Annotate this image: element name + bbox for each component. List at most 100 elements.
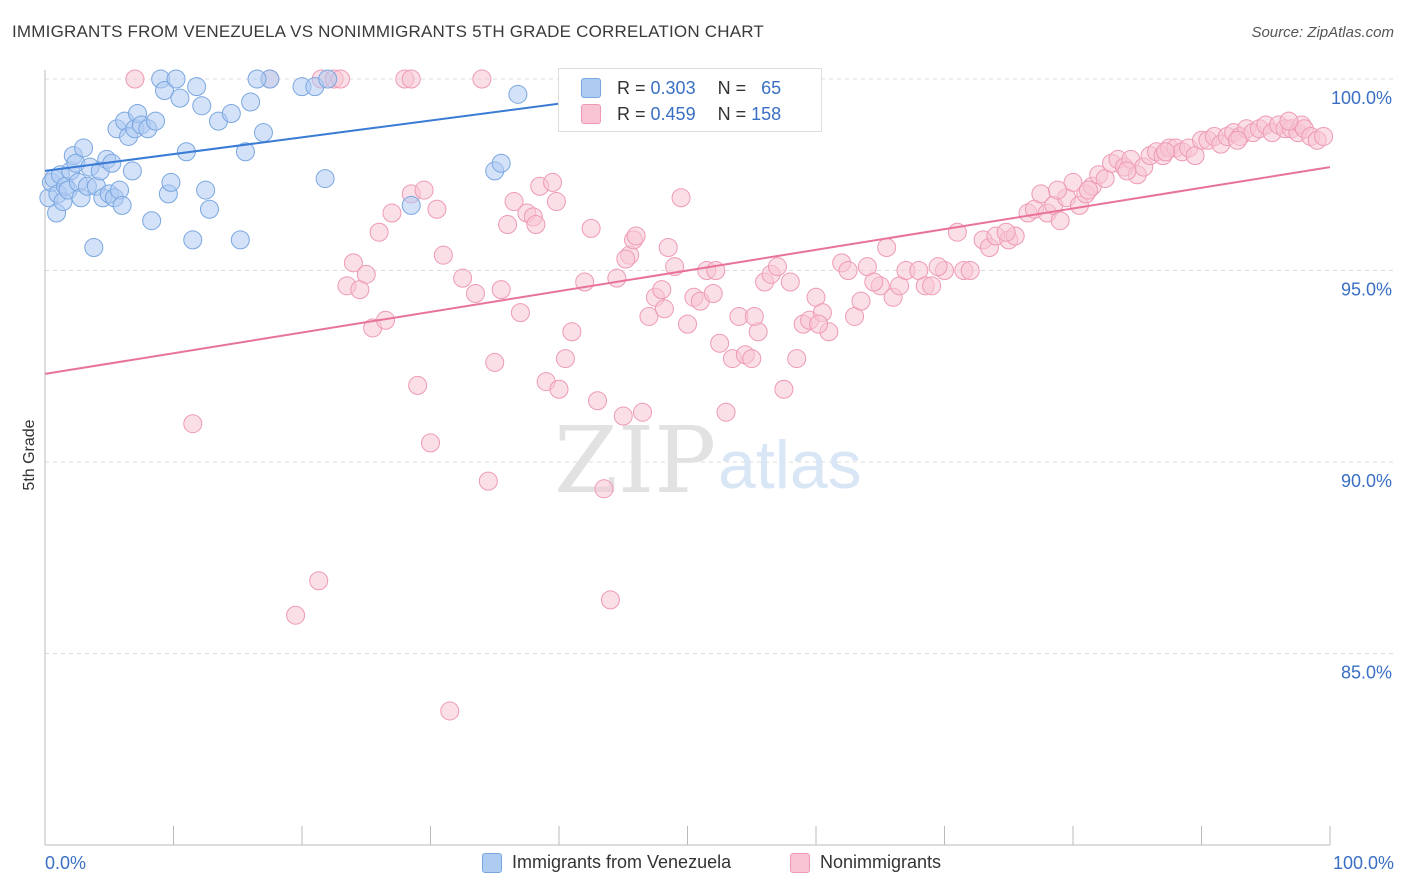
point-venezuela xyxy=(241,92,261,112)
point-nonimmigrants xyxy=(510,303,530,323)
trend-line-nonimmigrants xyxy=(44,166,1331,375)
point-nonimmigrants xyxy=(626,226,646,246)
chart-title: IMMIGRANTS FROM VENEZUELA VS NONIMMIGRAN… xyxy=(12,22,764,41)
point-nonimmigrants xyxy=(703,283,723,303)
legend-label-venezuela: Immigrants from Venezuela xyxy=(512,852,732,872)
point-nonimmigrants xyxy=(710,333,730,353)
point-nonimmigrants xyxy=(478,471,498,491)
correlation-stats-box: R = 0.303 N = 65 R = 0.459 N = 158 xyxy=(558,68,822,132)
x-tick-label-min: 0.0% xyxy=(45,853,86,873)
stats-swatch-venezuela xyxy=(581,78,601,98)
watermark-atlas: atlas xyxy=(718,427,862,503)
point-nonimmigrants xyxy=(996,222,1016,242)
point-nonimmigrants xyxy=(600,590,620,610)
point-venezuela xyxy=(192,96,212,116)
point-venezuela xyxy=(230,230,250,250)
point-nonimmigrants xyxy=(309,571,329,591)
stats-row-nonimmigrants: R = 0.459 N = 158 xyxy=(581,103,781,125)
gridlines xyxy=(45,78,1395,654)
point-venezuela xyxy=(318,69,338,89)
point-nonimmigrants xyxy=(369,222,389,242)
point-nonimmigrants xyxy=(633,402,653,422)
point-nonimmigrants xyxy=(549,379,569,399)
point-nonimmigrants xyxy=(960,261,980,280)
stats-r-value-venezuela: 0.303 xyxy=(650,77,696,98)
point-venezuela xyxy=(112,195,132,215)
point-venezuela xyxy=(247,69,267,89)
y-axis-label: 5th Grade xyxy=(21,419,38,491)
point-nonimmigrants xyxy=(1050,211,1070,231)
point-nonimmigrants xyxy=(1227,130,1247,150)
point-nonimmigrants xyxy=(851,291,871,311)
point-nonimmigrants xyxy=(716,402,736,422)
point-nonimmigrants xyxy=(616,249,636,269)
stats-n-label: N = xyxy=(717,77,747,98)
watermark-zip: ZIP xyxy=(554,407,716,514)
stats-r-label: R = xyxy=(617,77,646,98)
point-nonimmigrants xyxy=(864,272,884,292)
watermark: ZIP atlas xyxy=(554,407,862,514)
point-nonimmigrants xyxy=(787,349,807,369)
point-nonimmigrants xyxy=(401,69,421,89)
point-nonimmigrants xyxy=(485,352,505,372)
point-nonimmigrants xyxy=(526,215,546,235)
legend-item-venezuela[interactable]: Immigrants from Venezuela xyxy=(482,852,731,873)
point-venezuela xyxy=(84,238,104,258)
point-nonimmigrants xyxy=(588,391,608,411)
point-nonimmigrants xyxy=(652,280,672,300)
legend-swatch-nonimmigrants xyxy=(790,852,810,873)
point-nonimmigrants xyxy=(465,283,485,303)
point-nonimmigrants xyxy=(408,375,428,395)
point-venezuela xyxy=(142,211,162,231)
y-tick-label: 90.0% xyxy=(1341,471,1392,491)
y-tick-label: 85.0% xyxy=(1341,663,1392,683)
point-venezuela xyxy=(235,142,255,162)
point-nonimmigrants xyxy=(774,379,794,399)
point-nonimmigrants xyxy=(440,701,460,721)
point-venezuela xyxy=(146,111,166,131)
point-nonimmigrants xyxy=(1156,142,1176,162)
point-nonimmigrants xyxy=(1117,161,1137,181)
point-venezuela xyxy=(166,69,186,89)
point-venezuela xyxy=(508,84,528,104)
point-nonimmigrants xyxy=(183,414,203,434)
point-nonimmigrants xyxy=(382,203,402,223)
point-nonimmigrants xyxy=(433,245,453,265)
point-nonimmigrants xyxy=(1078,180,1098,200)
legend-label-nonimmigrants: Nonimmigrants xyxy=(820,852,942,872)
stats-row-venezuela: R = 0.303 N = 65 xyxy=(581,77,781,99)
tick-labels: 85.0% 90.0% 95.0% 100.0% 0.0% 100.0% xyxy=(45,88,1394,873)
point-nonimmigrants xyxy=(555,349,575,369)
point-nonimmigrants xyxy=(504,192,524,212)
point-venezuela xyxy=(183,230,203,250)
data-points xyxy=(39,69,1334,721)
point-venezuela xyxy=(401,195,421,215)
point-nonimmigrants xyxy=(877,238,897,258)
point-nonimmigrants xyxy=(922,276,942,296)
point-nonimmigrants xyxy=(453,268,473,288)
point-nonimmigrants xyxy=(742,349,762,369)
x-tick-label-max: 100.0% xyxy=(1333,853,1394,873)
point-nonimmigrants xyxy=(343,253,363,273)
point-nonimmigrants xyxy=(1063,172,1083,192)
legend-item-nonimmigrants[interactable]: Nonimmigrants xyxy=(790,852,941,873)
trend-line-venezuela xyxy=(44,100,572,172)
point-nonimmigrants xyxy=(838,261,858,280)
stats-r-value-nonimmigrants: 0.459 xyxy=(650,103,696,124)
legend: Immigrants from Venezuela Nonimmigrants xyxy=(0,852,1406,878)
point-nonimmigrants xyxy=(427,199,447,219)
point-nonimmigrants xyxy=(581,218,601,238)
point-nonimmigrants xyxy=(654,299,674,319)
y-tick-label: 95.0% xyxy=(1341,280,1392,300)
stats-n-label: N = xyxy=(717,103,747,124)
point-nonimmigrants xyxy=(562,322,582,342)
point-venezuela xyxy=(315,169,335,189)
point-nonimmigrants xyxy=(671,188,691,208)
point-nonimmigrants xyxy=(780,272,800,292)
y-tick-label: 100.0% xyxy=(1331,88,1392,108)
point-nonimmigrants xyxy=(546,192,566,212)
point-nonimmigrants xyxy=(607,268,627,288)
point-venezuela xyxy=(161,172,181,192)
point-nonimmigrants xyxy=(472,69,492,89)
